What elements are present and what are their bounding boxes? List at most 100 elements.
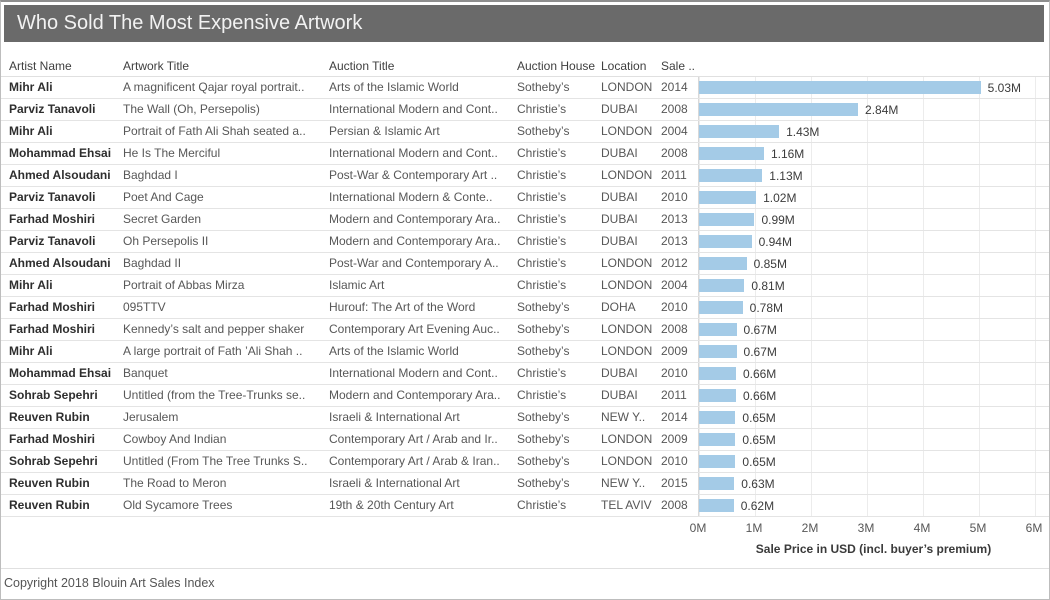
cell-auction-house[interactable]: Christie’s [517, 498, 567, 512]
cell-auction-title[interactable]: Arts of the Islamic World [329, 344, 459, 358]
cell-sale-year[interactable]: 2011 [661, 388, 687, 402]
cell-location[interactable]: LONDON [601, 168, 653, 182]
cell-auction-house[interactable]: Christie’s [517, 278, 567, 292]
cell-auction-house[interactable]: Christie’s [517, 168, 567, 182]
cell-sale-year[interactable]: 2010 [661, 190, 688, 204]
table-row[interactable]: Parviz Tanavoli Poet And Cage Internatio… [1, 187, 1049, 209]
cell-auction-house[interactable]: Christie’s [517, 366, 567, 380]
cell-location[interactable]: LONDON [601, 278, 653, 292]
cell-sale-year[interactable]: 2008 [661, 322, 688, 336]
column-header-location[interactable]: Location [601, 59, 647, 73]
sale-price-bar[interactable] [699, 125, 780, 138]
cell-artist-name[interactable]: Mihr Ali [9, 344, 53, 358]
cell-artwork-title[interactable]: Kennedy’s salt and pepper shaker [123, 322, 305, 336]
sale-price-bar[interactable] [699, 345, 737, 358]
table-row[interactable]: Parviz Tanavoli The Wall (Oh, Persepolis… [1, 99, 1049, 121]
table-row[interactable]: Farhad Moshiri 095TTV Hurouf: The Art of… [1, 297, 1049, 319]
cell-sale-year[interactable]: 2011 [661, 168, 687, 182]
cell-location[interactable]: DUBAI [601, 212, 638, 226]
cell-artwork-title[interactable]: 095TTV [123, 300, 166, 314]
cell-artwork-title[interactable]: A magnificent Qajar royal portrait.. [123, 80, 305, 94]
cell-sale-year[interactable]: 2008 [661, 498, 688, 512]
cell-artwork-title[interactable]: The Road to Meron [123, 476, 227, 490]
table-row[interactable]: Farhad Moshiri Secret Garden Modern and … [1, 209, 1049, 231]
table-row[interactable]: Mihr Ali A magnificent Qajar royal portr… [1, 77, 1049, 99]
cell-auction-title[interactable]: International Modern and Cont.. [329, 366, 498, 380]
cell-auction-title[interactable]: Islamic Art [329, 278, 385, 292]
cell-sale-year[interactable]: 2015 [661, 476, 688, 490]
cell-artist-name[interactable]: Reuven Rubin [9, 476, 90, 490]
cell-location[interactable]: DUBAI [601, 190, 638, 204]
table-row[interactable]: Reuven Rubin Jerusalem Israeli & Interna… [1, 407, 1049, 429]
table-row[interactable]: Parviz Tanavoli Oh Persepolis II Modern … [1, 231, 1049, 253]
cell-location[interactable]: DOHA [601, 300, 636, 314]
cell-location[interactable]: DUBAI [601, 366, 638, 380]
cell-sale-year[interactable]: 2013 [661, 234, 688, 248]
cell-artwork-title[interactable]: Jerusalem [123, 410, 179, 424]
cell-auction-title[interactable]: International Modern and Cont.. [329, 102, 498, 116]
cell-location[interactable]: DUBAI [601, 102, 638, 116]
cell-location[interactable]: LONDON [601, 256, 653, 270]
cell-auction-title[interactable]: 19th & 20th Century Art [329, 498, 454, 512]
cell-auction-title[interactable]: Modern and Contemporary Ara.. [329, 388, 501, 402]
cell-location[interactable]: LONDON [601, 322, 653, 336]
sale-price-bar[interactable] [699, 455, 736, 468]
cell-auction-title[interactable]: Contemporary Art Evening Auc.. [329, 322, 500, 336]
cell-artwork-title[interactable]: Portrait of Abbas Mirza [123, 278, 245, 292]
cell-auction-house[interactable]: Christie’s [517, 256, 567, 270]
cell-artwork-title[interactable]: A large portrait of Fath ’Ali Shah .. [123, 344, 303, 358]
sale-price-bar[interactable] [699, 411, 736, 424]
cell-sale-year[interactable]: 2009 [661, 344, 688, 358]
cell-auction-title[interactable]: Contemporary Art / Arab & Iran.. [329, 454, 500, 468]
table-row[interactable]: Sohrab Sepehri Untitled (from the Tree-T… [1, 385, 1049, 407]
cell-artist-name[interactable]: Reuven Rubin [9, 498, 90, 512]
cell-auction-title[interactable]: Arts of the Islamic World [329, 80, 459, 94]
cell-auction-house[interactable]: Sotheby’s [517, 300, 570, 314]
cell-artist-name[interactable]: Ahmed Alsoudani [9, 168, 111, 182]
cell-location[interactable]: DUBAI [601, 388, 638, 402]
cell-auction-house[interactable]: Sotheby’s [517, 454, 570, 468]
cell-auction-title[interactable]: Modern and Contemporary Ara.. [329, 212, 501, 226]
cell-location[interactable]: LONDON [601, 454, 653, 468]
cell-location[interactable]: DUBAI [601, 146, 638, 160]
cell-auction-house[interactable]: Sotheby’s [517, 124, 570, 138]
table-row[interactable]: Sohrab Sepehri Untitled (From The Tree T… [1, 451, 1049, 473]
cell-artwork-title[interactable]: The Wall (Oh, Persepolis) [123, 102, 260, 116]
sale-price-bar[interactable] [699, 235, 752, 248]
sale-price-bar[interactable] [699, 191, 757, 204]
cell-artwork-title[interactable]: Poet And Cage [123, 190, 204, 204]
cell-auction-title[interactable]: International Modern & Conte.. [329, 190, 493, 204]
column-header-auction-title[interactable]: Auction Title [329, 59, 395, 73]
sale-price-bar[interactable] [699, 213, 755, 226]
column-header-sale-year[interactable]: Sale .. [661, 59, 696, 73]
sale-price-bar[interactable] [699, 169, 763, 182]
cell-artist-name[interactable]: Farhad Moshiri [9, 300, 96, 314]
cell-artwork-title[interactable]: Portrait of Fath Ali Shah seated a.. [123, 124, 306, 138]
cell-artist-name[interactable]: Sohrab Sepehri [9, 388, 98, 402]
sale-price-bar[interactable] [699, 257, 747, 270]
cell-artist-name[interactable]: Mohammad Ehsai [9, 146, 112, 160]
cell-artwork-title[interactable]: Untitled (from the Tree-Trunks se.. [123, 388, 306, 402]
cell-sale-year[interactable]: 2010 [661, 454, 688, 468]
cell-auction-house[interactable]: Christie’s [517, 212, 567, 226]
cell-artist-name[interactable]: Mihr Ali [9, 278, 53, 292]
sale-price-bar[interactable] [699, 103, 859, 116]
cell-location[interactable]: DUBAI [601, 234, 638, 248]
cell-auction-house[interactable]: Sotheby’s [517, 344, 570, 358]
cell-artwork-title[interactable]: Baghdad II [123, 256, 182, 270]
cell-sale-year[interactable]: 2010 [661, 366, 688, 380]
cell-auction-title[interactable]: Israeli & International Art [329, 476, 460, 490]
table-row[interactable]: Mohammad Ehsai Banquet International Mod… [1, 363, 1049, 385]
cell-artist-name[interactable]: Farhad Moshiri [9, 432, 96, 446]
table-row[interactable]: Farhad Moshiri Cowboy And Indian Contemp… [1, 429, 1049, 451]
cell-auction-house[interactable]: Sotheby’s [517, 432, 570, 446]
cell-sale-year[interactable]: 2014 [661, 410, 688, 424]
cell-artwork-title[interactable]: He Is The Merciful [123, 146, 221, 160]
sale-price-bar[interactable] [699, 477, 735, 490]
cell-location[interactable]: NEW Y.. [601, 476, 646, 490]
cell-location[interactable]: TEL AVIV [601, 498, 652, 512]
cell-artwork-title[interactable]: Secret Garden [123, 212, 202, 226]
sale-price-bar[interactable] [699, 367, 736, 380]
cell-artist-name[interactable]: Mihr Ali [9, 124, 53, 138]
cell-sale-year[interactable]: 2004 [661, 124, 688, 138]
